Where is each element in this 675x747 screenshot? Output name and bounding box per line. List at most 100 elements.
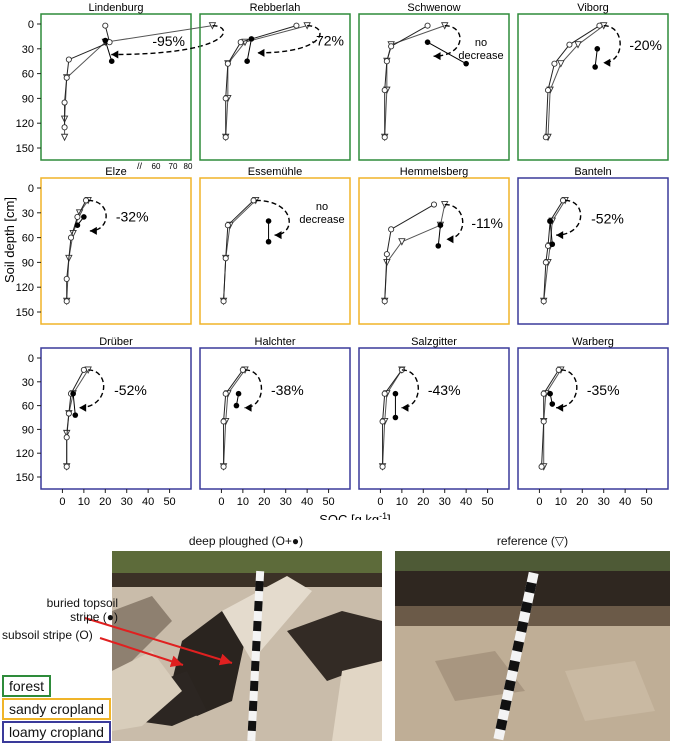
buried-topsoil-point — [392, 414, 399, 421]
subsoil-point — [566, 41, 573, 48]
y-tick-label: 0 — [28, 19, 34, 31]
subsoil-point — [250, 197, 257, 204]
subsoil-point — [224, 60, 231, 67]
change-label: -11% — [471, 215, 503, 231]
x-tick-label: 50 — [163, 496, 175, 508]
subsoil-point — [551, 60, 558, 67]
x-tick-label: 0 — [536, 496, 542, 508]
subsoil-point — [63, 463, 70, 470]
y-tick-label: 30 — [22, 44, 34, 56]
photo-title-deep-ploughed: deep ploughed (O+●) — [188, 534, 304, 548]
change-label-line1: no — [475, 37, 487, 49]
y-tick-label: 30 — [22, 208, 34, 220]
subsoil-point — [540, 418, 547, 425]
buried-topsoil-point — [392, 390, 399, 397]
reference-line — [384, 204, 446, 302]
y-axis-title: Soil depth [cm] — [2, 197, 17, 283]
subsoil-point — [222, 134, 229, 141]
subsoil-point — [63, 275, 70, 282]
label-subsoil-stripe: subsoil stripe (O) — [2, 628, 93, 642]
ploughed-line — [223, 369, 244, 467]
subsoil-point — [222, 255, 229, 262]
subsoil-point — [82, 197, 90, 204]
subsoil-point — [63, 74, 70, 81]
buried-topsoil-point — [108, 58, 115, 64]
panel-frame — [517, 347, 669, 490]
x-tick-label: 50 — [481, 496, 493, 508]
reference-point — [398, 238, 406, 246]
change-arrow — [401, 369, 419, 409]
panel-frame — [40, 347, 192, 490]
reference-line — [543, 369, 562, 467]
change-label: -43% — [428, 382, 461, 398]
subsoil-point — [388, 43, 395, 50]
x-tick-label: 30 — [439, 496, 451, 508]
photo-title-reference: reference (▽) — [496, 534, 569, 548]
subsoil-point — [222, 390, 229, 397]
x-axis-title-exponent: -1 — [379, 511, 387, 520]
panel-title: Essemühle — [248, 166, 302, 178]
change-label: -38% — [271, 382, 304, 398]
ploughed-line — [543, 200, 564, 302]
ploughed-line — [225, 25, 297, 138]
arrow-subsoil — [99, 637, 184, 667]
x-tick-label: 10 — [396, 496, 408, 508]
x-tick-label: 20 — [576, 496, 588, 508]
buried-topsoil-point — [233, 402, 240, 409]
change-arrow — [111, 24, 225, 56]
subsoil-point — [538, 463, 545, 470]
y-tick-label: 0 — [28, 183, 34, 195]
change-arrow — [257, 24, 321, 54]
change-arrowhead — [79, 403, 87, 412]
change-arrow — [556, 369, 578, 409]
x-tick-label: 0 — [218, 496, 224, 508]
reference-line — [382, 369, 403, 467]
label-buried-topsoil: buried topsoil stripe (●) — [46, 596, 118, 624]
x-tick-label: 40 — [142, 496, 154, 508]
subsoil-point — [220, 463, 227, 470]
subsoil-point — [388, 226, 395, 233]
panel-title: Viborg — [577, 2, 609, 14]
broken-axis-tick-label: 60 — [152, 162, 161, 171]
subsoil-point — [542, 134, 549, 141]
soc-depth-figure: Lindenburg 0 30 60 90 120 150 60 70 80 // -95% Rebbe… — [2, 2, 669, 520]
subsoil-point — [544, 87, 552, 94]
subsoil-point — [67, 234, 75, 241]
change-label: -52% — [114, 382, 147, 398]
panel-frame — [358, 347, 510, 490]
x-tick-label: 0 — [377, 496, 383, 508]
buried-line — [72, 393, 76, 416]
x-axis-title-main: SOC [g kg — [319, 512, 379, 520]
x-tick-label: 30 — [598, 496, 610, 508]
change-arrow — [444, 203, 464, 240]
y-tick-label: 120 — [16, 118, 34, 130]
buried-topsoil-point — [81, 214, 87, 220]
reference-photo — [395, 551, 670, 741]
change-arrowhead — [433, 52, 441, 61]
buried-line — [246, 38, 252, 62]
y-tick-label: 60 — [22, 69, 34, 81]
subsoil-point — [222, 95, 229, 102]
y-tick-label: 150 — [16, 143, 34, 155]
panel-frame — [517, 177, 669, 325]
subsoil-point — [293, 22, 300, 29]
buried-topsoil-point — [549, 241, 556, 248]
subsoil-point — [237, 39, 244, 46]
y-tick-label: 150 — [16, 472, 34, 484]
buried-topsoil-point — [547, 218, 553, 224]
subsoil-point — [383, 58, 390, 65]
x-tick-label: 20 — [99, 496, 111, 508]
broken-axis-tick-label: 70 — [169, 162, 178, 171]
panel-title: Elze — [105, 166, 126, 178]
buried-topsoil-point — [74, 222, 81, 228]
change-arrow — [556, 199, 582, 236]
deep-ploughed-photo — [112, 551, 382, 741]
subsoil-point — [381, 298, 388, 305]
subsoil-point — [63, 434, 70, 441]
panel-title: Salzgitter — [411, 336, 457, 348]
panel-frame — [517, 13, 669, 161]
ploughed-line — [541, 369, 560, 467]
subsoil-point — [379, 463, 386, 470]
buried-topsoil-point — [437, 222, 444, 228]
subsoil-point — [224, 222, 231, 229]
